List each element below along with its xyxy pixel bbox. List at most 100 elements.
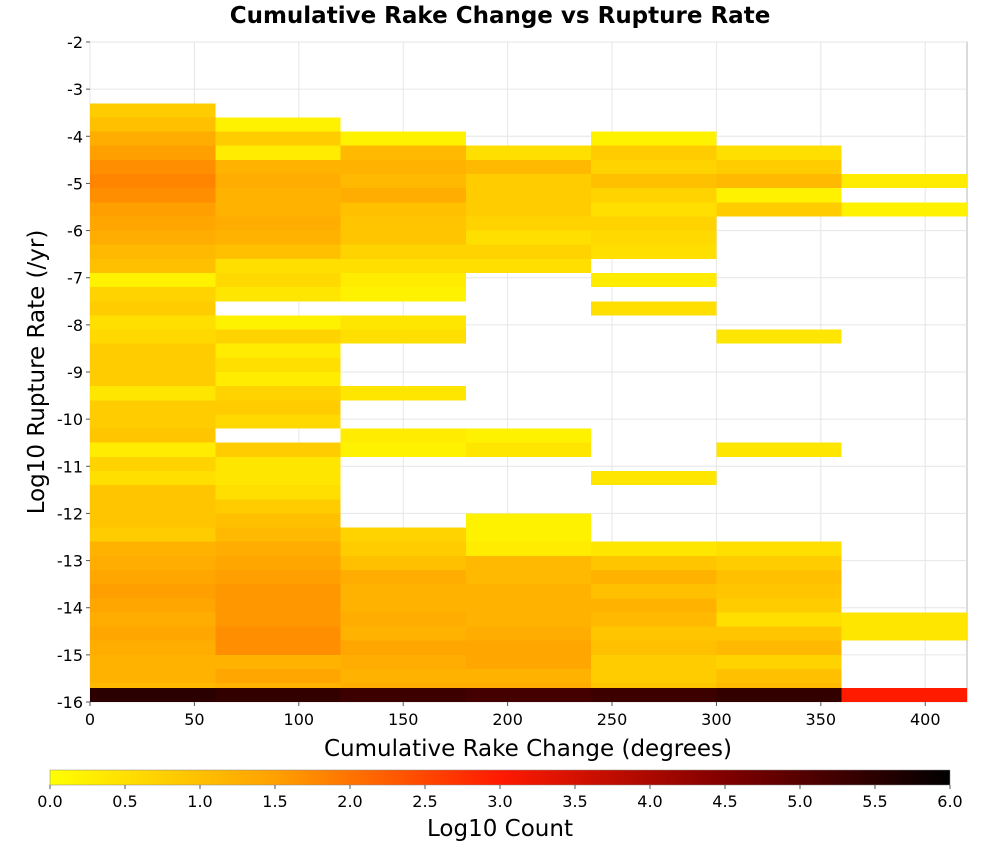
heatmap-cell <box>215 145 341 160</box>
heatmap-cell <box>591 640 717 655</box>
y-tick-label: -2 <box>67 33 83 52</box>
heatmap-cell <box>90 485 216 500</box>
heatmap-cell <box>215 117 341 132</box>
heatmap-cell <box>90 669 216 684</box>
colorbar-tick-label: 5.0 <box>787 792 812 811</box>
heatmap-cell <box>90 428 216 443</box>
heatmap-cell <box>465 145 592 160</box>
heatmap-cell <box>465 626 592 641</box>
heatmap-cell <box>215 612 341 627</box>
heatmap-cell <box>90 626 216 641</box>
colorbar-tick-label: 0.5 <box>112 792 137 811</box>
heatmap-cell <box>215 626 341 641</box>
heatmap-cell <box>716 159 842 174</box>
heatmap-cell <box>90 570 216 585</box>
heatmap-cell <box>591 541 717 556</box>
heatmap-cell <box>340 244 466 259</box>
heatmap-cell <box>215 485 341 500</box>
y-tick-label: -14 <box>57 599 83 618</box>
heatmap-cell <box>90 612 216 627</box>
y-tick-label: -10 <box>57 410 83 429</box>
heatmap-cell <box>90 541 216 556</box>
y-tick-label: -16 <box>57 693 83 712</box>
heatmap-cell <box>340 570 466 585</box>
heatmap-cell <box>465 258 592 273</box>
heatmap-cell <box>90 343 216 358</box>
heatmap-cell <box>716 541 842 556</box>
heatmap-cell <box>90 145 216 160</box>
heatmap-cell <box>340 555 466 570</box>
colorbar <box>49 769 951 786</box>
y-tick-label: -9 <box>67 363 83 382</box>
heatmap-cell <box>841 174 967 189</box>
y-tick-label: -6 <box>67 222 83 241</box>
x-tick-label: 350 <box>806 710 837 729</box>
heatmap-cell <box>215 188 341 203</box>
heatmap-cell <box>340 584 466 599</box>
heatmap-cell <box>340 287 466 302</box>
heatmap-cell <box>90 442 216 457</box>
x-axis-ticks: 0 50 100 150 200 250 300 350 400 <box>85 702 941 729</box>
heatmap-cell <box>90 202 216 217</box>
heatmap-cell <box>465 188 592 203</box>
heatmap-cell <box>465 541 592 556</box>
heatmap-cell <box>215 584 341 599</box>
heatmap-cell <box>90 372 216 387</box>
x-axis-label: Cumulative Rake Change (degrees) <box>324 736 732 762</box>
heatmap-cell <box>591 273 717 288</box>
heatmap-cell <box>90 216 216 231</box>
heatmap-cell <box>90 598 216 613</box>
heatmap-cell <box>90 329 216 344</box>
heatmap-cell <box>591 145 717 160</box>
heatmap-cell <box>215 372 341 387</box>
x-tick-label: 250 <box>597 710 628 729</box>
heatmap-cell <box>465 654 592 669</box>
heatmap-cell <box>90 471 216 486</box>
heatmap-cell <box>716 584 842 599</box>
heatmap-cell <box>465 244 592 259</box>
heatmap-cells <box>90 103 967 702</box>
heatmap-cell <box>215 400 341 415</box>
x-tick-label: 0 <box>85 710 95 729</box>
heatmap-cell <box>591 216 717 231</box>
heatmap-cell <box>841 202 967 217</box>
heatmap-cell <box>465 202 592 217</box>
heatmap-cell <box>90 117 216 132</box>
x-tick-label: 50 <box>184 710 204 729</box>
heatmap-cell <box>215 216 341 231</box>
heatmap-cell <box>215 513 341 528</box>
heatmap-cell <box>340 202 466 217</box>
heatmap-cell <box>340 612 466 627</box>
heatmap-cell <box>215 541 341 556</box>
heatmap-cell <box>591 555 717 570</box>
heatmap-cell <box>90 400 216 415</box>
y-tick-label: -11 <box>57 457 83 476</box>
y-axis-label: Log10 Rupture Rate (/yr) <box>24 230 50 515</box>
heatmap-cell <box>215 315 341 330</box>
heatmap-cell <box>465 640 592 655</box>
heatmap-cell <box>465 669 592 684</box>
heatmap-cell <box>90 174 216 189</box>
heatmap-cell <box>716 640 842 655</box>
heatmap-cell <box>215 570 341 585</box>
heatmap-cell <box>591 159 717 174</box>
heatmap-cell <box>340 273 466 288</box>
heatmap-cell <box>215 414 341 429</box>
heatmap-cell <box>215 131 341 146</box>
heatmap-cell <box>215 287 341 302</box>
heatmap-cell <box>340 386 466 401</box>
heatmap-cell <box>215 598 341 613</box>
heatmap-cell <box>465 584 592 599</box>
heatmap-cell <box>340 131 466 146</box>
y-tick-label: -13 <box>57 552 83 571</box>
heatmap-cell <box>340 654 466 669</box>
y-tick-label: -7 <box>67 269 83 288</box>
heatmap-cell <box>340 329 466 344</box>
heatmap-cell <box>215 343 341 358</box>
heatmap-cell <box>340 258 466 273</box>
heatmap-cell <box>591 188 717 203</box>
x-tick-label: 200 <box>492 710 523 729</box>
heatmap-cell <box>90 456 216 471</box>
colorbar-ticks: 0.0 0.5 1.0 1.5 2.0 2.5 3.0 3.5 4.0 4.5 5.0 5.5 6.0 <box>37 785 963 811</box>
